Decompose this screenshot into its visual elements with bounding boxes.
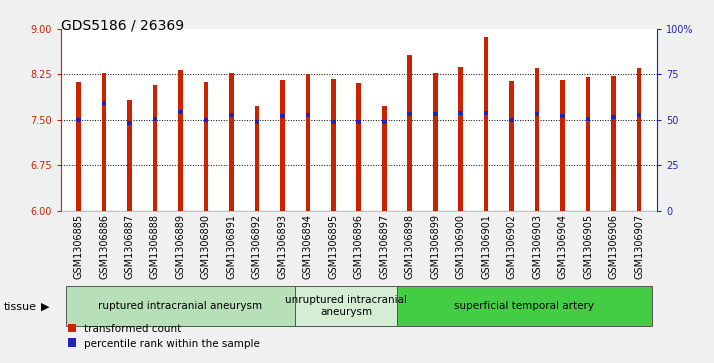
Text: GSM1306886: GSM1306886: [99, 214, 109, 279]
Text: GSM1306905: GSM1306905: [583, 214, 593, 279]
Bar: [433, 112, 438, 116]
Text: GSM1306887: GSM1306887: [124, 214, 134, 279]
Text: GSM1306889: GSM1306889: [176, 214, 186, 279]
FancyBboxPatch shape: [397, 286, 652, 326]
Bar: [178, 110, 183, 114]
Bar: [127, 121, 132, 126]
Bar: [408, 55, 412, 211]
Bar: [76, 82, 81, 211]
Text: ▶: ▶: [41, 302, 50, 312]
Text: ruptured intracranial aneurysm: ruptured intracranial aneurysm: [99, 301, 263, 311]
Bar: [203, 82, 208, 211]
Bar: [611, 115, 616, 119]
FancyBboxPatch shape: [66, 286, 295, 326]
Text: GSM1306888: GSM1306888: [150, 214, 160, 279]
Bar: [101, 101, 106, 105]
Bar: [535, 112, 539, 116]
Text: GSM1306891: GSM1306891: [226, 214, 236, 279]
Bar: [331, 79, 336, 211]
Bar: [203, 118, 208, 122]
Text: GSM1306907: GSM1306907: [634, 214, 644, 279]
Bar: [153, 85, 157, 211]
Text: GSM1306892: GSM1306892: [252, 214, 262, 279]
Text: GSM1306902: GSM1306902: [507, 214, 517, 279]
Bar: [229, 73, 233, 211]
Bar: [637, 113, 641, 117]
Bar: [611, 76, 616, 211]
Bar: [331, 120, 336, 124]
FancyBboxPatch shape: [295, 286, 397, 326]
Bar: [382, 120, 386, 124]
Bar: [585, 77, 590, 211]
Bar: [509, 81, 514, 211]
Bar: [560, 114, 565, 118]
Text: GSM1306904: GSM1306904: [558, 214, 568, 279]
Bar: [306, 74, 310, 211]
Bar: [382, 106, 386, 211]
Bar: [458, 66, 463, 211]
Text: GSM1306899: GSM1306899: [431, 214, 441, 279]
Bar: [153, 117, 157, 121]
Text: GSM1306898: GSM1306898: [405, 214, 415, 279]
Text: percentile rank within the sample: percentile rank within the sample: [84, 339, 259, 349]
Text: GSM1306906: GSM1306906: [608, 214, 618, 279]
Text: GSM1306885: GSM1306885: [74, 214, 84, 279]
Text: GSM1306890: GSM1306890: [201, 214, 211, 279]
Text: GSM1306903: GSM1306903: [532, 214, 542, 279]
Bar: [76, 118, 81, 122]
Bar: [306, 113, 310, 117]
Bar: [484, 111, 488, 115]
Bar: [585, 117, 590, 121]
Text: GSM1306893: GSM1306893: [277, 214, 287, 279]
Bar: [229, 113, 233, 117]
Bar: [280, 81, 285, 211]
Text: tissue: tissue: [4, 302, 36, 312]
Text: GDS5186 / 26369: GDS5186 / 26369: [61, 18, 183, 32]
Bar: [280, 114, 285, 118]
Text: superficial temporal artery: superficial temporal artery: [454, 301, 594, 311]
Bar: [535, 68, 539, 211]
Text: GSM1306897: GSM1306897: [379, 214, 389, 279]
Text: GSM1306894: GSM1306894: [303, 214, 313, 279]
Bar: [127, 100, 132, 211]
Bar: [458, 111, 463, 115]
Bar: [433, 73, 438, 211]
Bar: [255, 106, 259, 211]
Bar: [484, 37, 488, 211]
Bar: [509, 118, 514, 122]
Text: GSM1306895: GSM1306895: [328, 214, 338, 279]
Text: GSM1306901: GSM1306901: [481, 214, 491, 279]
Bar: [356, 120, 361, 124]
Text: unruptured intracranial
aneurysm: unruptured intracranial aneurysm: [285, 295, 407, 317]
Text: GSM1306900: GSM1306900: [456, 214, 466, 279]
Text: GSM1306896: GSM1306896: [353, 214, 364, 279]
Bar: [101, 73, 106, 211]
Bar: [408, 112, 412, 116]
Bar: [178, 70, 183, 211]
Bar: [560, 81, 565, 211]
Bar: [255, 120, 259, 124]
Bar: [356, 83, 361, 211]
Text: transformed count: transformed count: [84, 324, 181, 334]
Bar: [637, 68, 641, 211]
